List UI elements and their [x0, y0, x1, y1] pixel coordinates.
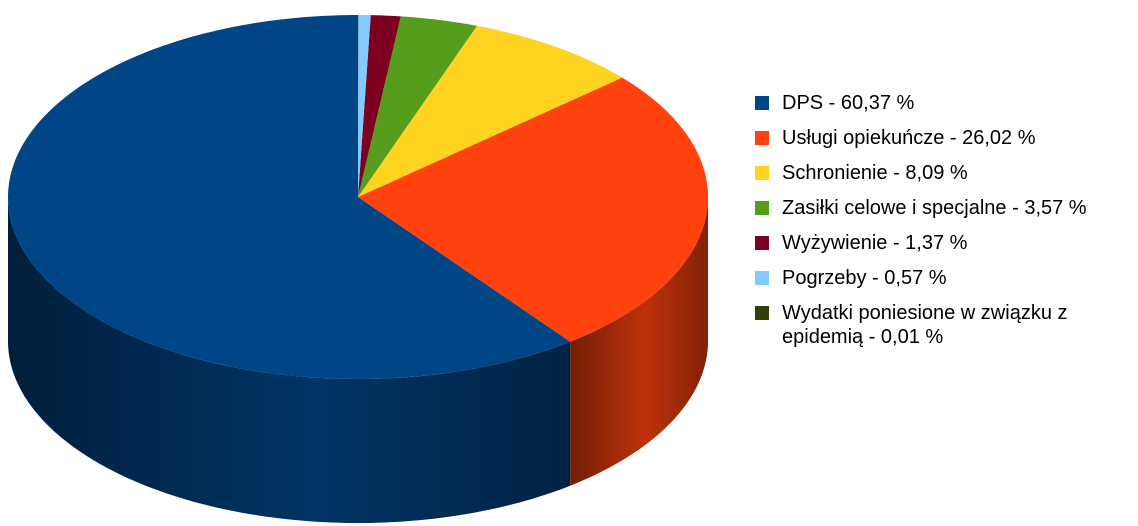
pie-slice [358, 16, 477, 197]
legend-label: DPS - 60,37 % [782, 92, 915, 114]
pie-slice [8, 15, 571, 379]
legend-label: Zasiłki celowe i specjalne - 3,57 % [782, 197, 1087, 219]
legend-swatch [755, 236, 769, 250]
legend-label: Usługi opiekuńcze - 26,02 % [782, 127, 1036, 149]
legend-swatch [755, 201, 769, 215]
pie-slice [358, 15, 401, 198]
legend-label: Schronienie - 8,09 % [782, 162, 968, 184]
legend-swatch [755, 166, 769, 180]
legend-item: Wyżywienie - 1,37 % [755, 231, 1135, 255]
legend-swatch [755, 306, 769, 320]
pie-slice-side [8, 197, 571, 523]
legend-item: Zasiłki celowe i specjalne - 3,57 % [755, 196, 1135, 220]
legend-label: Wyżywienie - 1,37 % [782, 232, 968, 254]
legend-swatch [755, 271, 769, 285]
legend-label: Pogrzeby - 0,57 % [782, 267, 947, 289]
legend-item: Wydatki poniesione w związku z epidemią … [755, 301, 1135, 349]
pie-slice [358, 25, 623, 198]
legend-swatch [755, 131, 769, 145]
legend-item: Pogrzeby - 0,57 % [755, 266, 1135, 290]
pie-slice [358, 15, 371, 197]
legend-item: Usługi opiekuńcze - 26,02 % [755, 126, 1135, 150]
pie-slice-side [570, 197, 708, 486]
legend: DPS - 60,37 % Usługi opiekuńcze - 26,02 %… [755, 91, 1135, 349]
legend-swatch [755, 96, 769, 110]
pie-slice [358, 77, 708, 342]
legend-label: Wydatki poniesione w związku z epidemią … [782, 302, 1068, 348]
legend-item: DPS - 60,37 % [755, 91, 1135, 115]
legend-item: Schronienie - 8,09 % [755, 161, 1135, 185]
